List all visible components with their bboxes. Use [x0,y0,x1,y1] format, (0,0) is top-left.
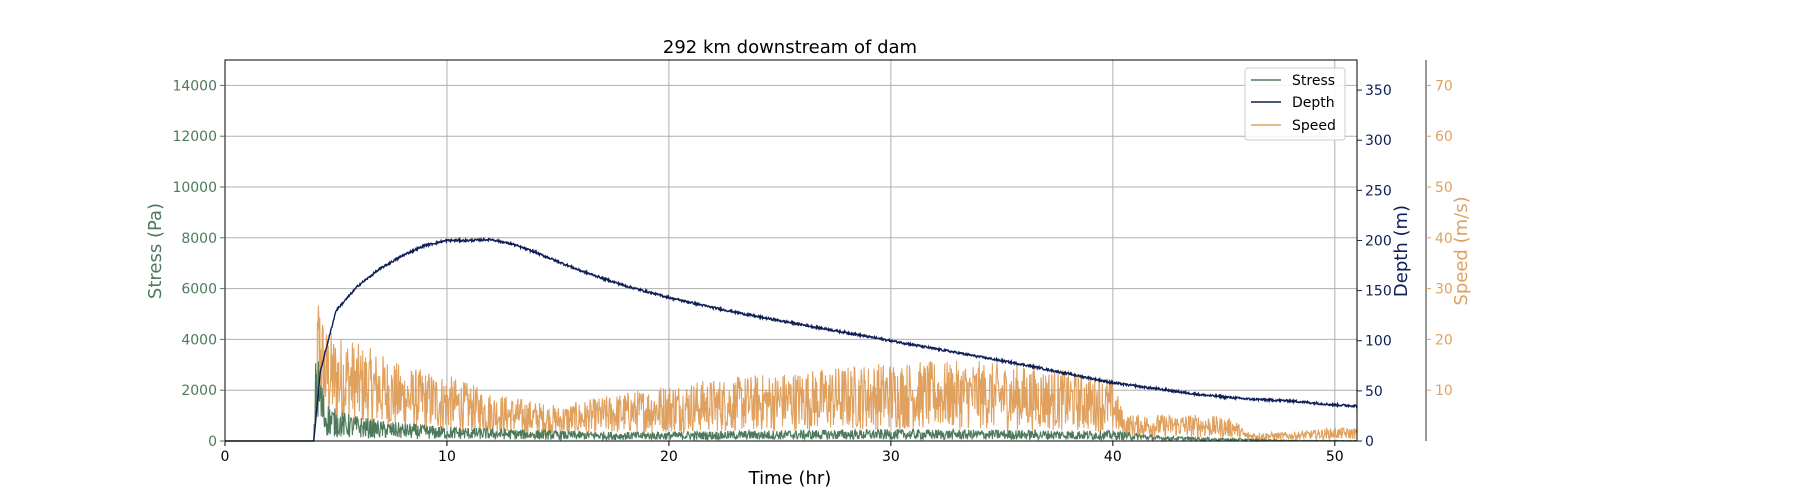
stress-tick-label: 4000 [181,332,217,348]
depth-tick-label: 300 [1365,133,1392,149]
plot-frame [224,59,1358,442]
stress-axis-label: Stress (Pa) [145,203,166,299]
depth-tick-label: 350 [1365,83,1392,99]
speed-tick-label: 60 [1435,129,1453,145]
legend-label-speed: Speed [1292,118,1336,134]
legend-label-depth: Depth [1292,95,1335,111]
x-tick-label: 20 [660,449,678,465]
series-line-stress [225,361,1358,443]
legend: Stress Depth Speed [1244,67,1346,141]
x-tick-label: 50 [1326,449,1344,465]
x-tick-label: 30 [882,449,900,465]
legend-box [1244,67,1346,141]
depth-tick-label: 200 [1365,233,1392,249]
depth-tick-label: 0 [1365,434,1374,450]
stress-tick-label: 6000 [181,282,217,298]
speed-tick-label: 40 [1435,231,1453,247]
x-tick-label: 0 [221,449,230,465]
depth-tick-label: 150 [1365,284,1392,300]
speed-tick-label: 10 [1435,383,1453,399]
series-line-speed [225,305,1358,442]
series-line-depth [225,236,1358,442]
stress-tick-label: 8000 [181,231,217,247]
depth-tick-label: 100 [1365,334,1392,350]
speed-tick-label: 20 [1435,332,1453,348]
x-axis-label: Time (hr) [748,468,832,489]
depth-tick-label: 250 [1365,183,1392,199]
speed-tick-label: 30 [1435,282,1453,298]
stress-tick-label: 12000 [172,129,217,145]
stress-tick-label: 10000 [172,180,217,196]
depth-axis-label: Depth (m) [1391,205,1412,297]
series-lines [225,236,1358,443]
stress-tick-label: 14000 [172,78,217,94]
axes: 0 10 20 30 40 5002000400060008000100001200014… [172,60,1453,465]
depth-tick-label: 50 [1365,384,1383,400]
stress-tick-label: 0 [208,434,217,450]
stress-tick-label: 2000 [181,383,217,399]
x-tick-label: 40 [1104,449,1122,465]
x-tick-label: 10 [438,449,456,465]
speed-axis-label: Speed (m/s) [1451,196,1472,305]
legend-label-stress: Stress [1292,73,1335,89]
speed-tick-label: 50 [1435,180,1453,196]
chart-title: 292 km downstream of dam [663,37,917,58]
speed-tick-label: 70 [1435,78,1453,94]
